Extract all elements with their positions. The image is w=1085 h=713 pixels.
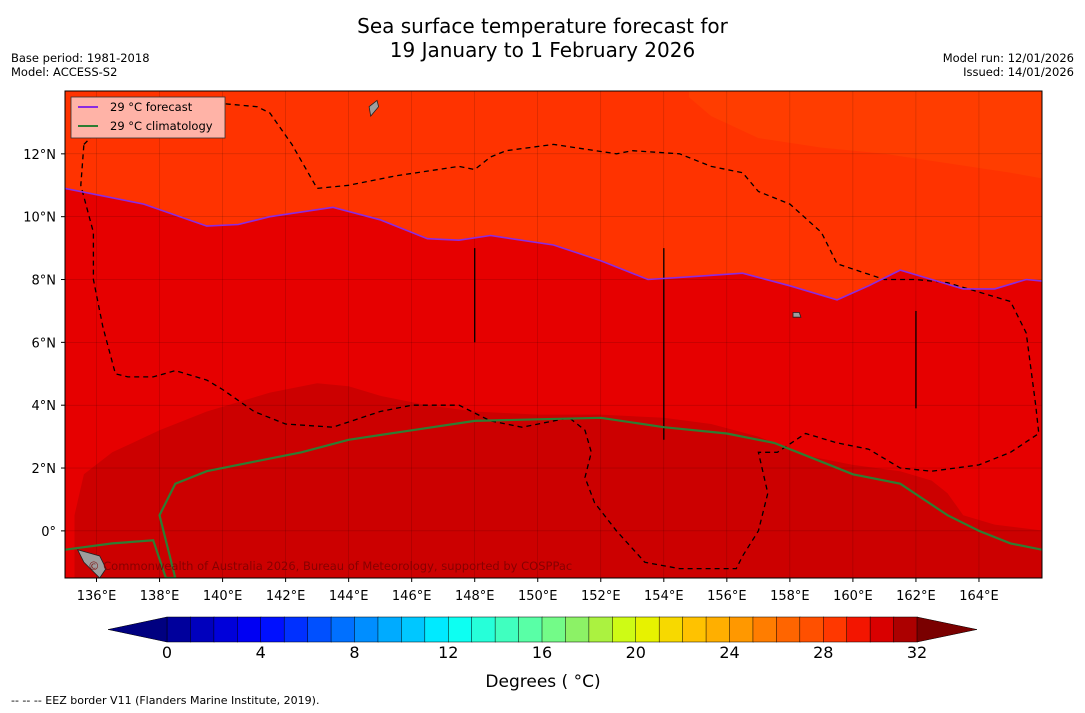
colorbar-bin: [705, 616, 731, 643]
eez-border: [80, 102, 1040, 570]
land-new-guinea-coast: [76, 549, 107, 578]
colorbar-bin: [307, 616, 332, 643]
legend-box: 29 °C forecast 29 °C climatology: [70, 96, 226, 139]
colorbar-bin: [729, 616, 754, 643]
sst-field-30-31: [74, 383, 1042, 578]
colorbar-bin: [166, 616, 192, 643]
colorbar-min-extend: [107, 616, 168, 643]
legend-forecast-label: 29 °C forecast: [110, 100, 193, 114]
colorbar-tick-label: 32: [907, 643, 927, 662]
colorbar-tick-label: 12: [438, 643, 458, 662]
colorbar-tick-label: 8: [349, 643, 359, 662]
land-guam: [368, 99, 380, 118]
x-tick-label: 140°E: [203, 589, 243, 604]
colorbar-bin: [354, 616, 379, 643]
colorbar-tick-label: 4: [256, 643, 266, 662]
colorbar-bin: [541, 616, 567, 643]
title-line-1: Sea surface temperature forecast for: [357, 14, 728, 38]
x-tick-label: 146°E: [392, 589, 432, 604]
colorbar-tick-label: 0: [162, 643, 172, 662]
colorbar-tick-label: 24: [719, 643, 739, 662]
eez-footnote: -- -- -- EEZ border V11 (Flanders Marine…: [11, 694, 320, 707]
x-tick-label: 152°E: [581, 589, 621, 604]
colorbar-bin: [588, 616, 613, 643]
x-tick-label: 142°E: [266, 589, 306, 604]
model-run: Model run: 12/01/2026: [942, 51, 1074, 65]
colorbar-bin: [401, 616, 426, 643]
legend-climatology-label: 29 °C climatology: [110, 119, 213, 133]
land-pohnpei: [792, 312, 802, 318]
colorbar-bin: [799, 616, 824, 643]
meta-left: Base period: 1981-2018 Model: ACCESS-S2: [11, 51, 150, 79]
map-frame: [64, 90, 1043, 579]
colorbar-tick-label: 28: [813, 643, 833, 662]
meta-right: Model run: 12/01/2026 Issued: 14/01/2026: [943, 51, 1074, 79]
y-tick-label: 6°N: [32, 336, 57, 351]
x-tick-label: 136°E: [77, 589, 117, 604]
issued-date: Issued: 14/01/2026: [963, 65, 1074, 79]
x-tick-label: 150°E: [518, 589, 558, 604]
copyright-notice: © Commonwealth of Australia 2026, Bureau…: [88, 559, 572, 573]
y-tick-label: 2°N: [32, 462, 57, 477]
x-tick-label: 162°E: [896, 589, 936, 604]
colorbar-tick-label: 20: [626, 643, 646, 662]
colorbar-bin: [752, 616, 778, 643]
y-tick-label: 4°N: [32, 399, 57, 414]
colorbar-bin: [330, 616, 356, 643]
x-tick-label: 154°E: [644, 589, 684, 604]
colorbar-bin: [682, 616, 707, 643]
colorbar-label: Degrees ( °C): [485, 672, 600, 692]
colorbar-bin: [635, 616, 660, 643]
colorbar-bin: [893, 616, 918, 643]
colorbar-bin: [377, 616, 403, 643]
colorbar-bin: [869, 616, 895, 643]
x-tick-label: 138°E: [140, 589, 180, 604]
colorbar-bin: [494, 616, 520, 643]
x-tick-label: 148°E: [455, 589, 495, 604]
chart-title: Sea surface temperature forecast for 19 …: [0, 14, 1085, 62]
x-tick-label: 156°E: [707, 589, 747, 604]
title-line-2: 19 January to 1 February 2026: [389, 38, 696, 62]
colorbar: 0 4 8 12 16 20 24 28 32: [107, 616, 978, 662]
x-tick-label: 144°E: [329, 589, 369, 604]
forecast-29c-line: [65, 187, 1042, 301]
x-tick-label: 158°E: [770, 589, 810, 604]
y-tick-label: 10°N: [23, 211, 56, 226]
colorbar-bin: [190, 616, 215, 643]
colorbar-bin: [565, 616, 590, 643]
colorbar-bin: [471, 616, 496, 643]
colorbar-bin: [283, 616, 309, 643]
colorbar-tick-label: 16: [532, 643, 552, 662]
colorbar-bin: [448, 616, 473, 643]
colorbar-bin: [213, 616, 238, 643]
colorbar-bin: [776, 616, 801, 643]
model-name: Model: ACCESS-S2: [11, 65, 118, 79]
x-tick-label: 164°E: [959, 589, 999, 604]
colorbar-bin: [823, 616, 848, 643]
sst-field-north-east: [689, 91, 1042, 179]
x-tick-label: 160°E: [833, 589, 873, 604]
colorbar-bin: [658, 616, 684, 643]
colorbar-bin: [612, 616, 637, 643]
y-tick-label: 12°N: [23, 148, 56, 163]
colorbar-bin: [846, 616, 871, 643]
colorbar-bin: [424, 616, 449, 643]
climatology-29c-line: [65, 416, 1042, 578]
colorbar-bin: [518, 616, 543, 643]
base-period: Base period: 1981-2018: [11, 51, 150, 65]
y-tick-label: 8°N: [32, 274, 57, 289]
colorbar-bin: [237, 616, 262, 643]
colorbar-bin: [260, 616, 285, 643]
colorbar-max-extend: [916, 616, 978, 643]
y-tick-label: 0°: [41, 525, 56, 540]
